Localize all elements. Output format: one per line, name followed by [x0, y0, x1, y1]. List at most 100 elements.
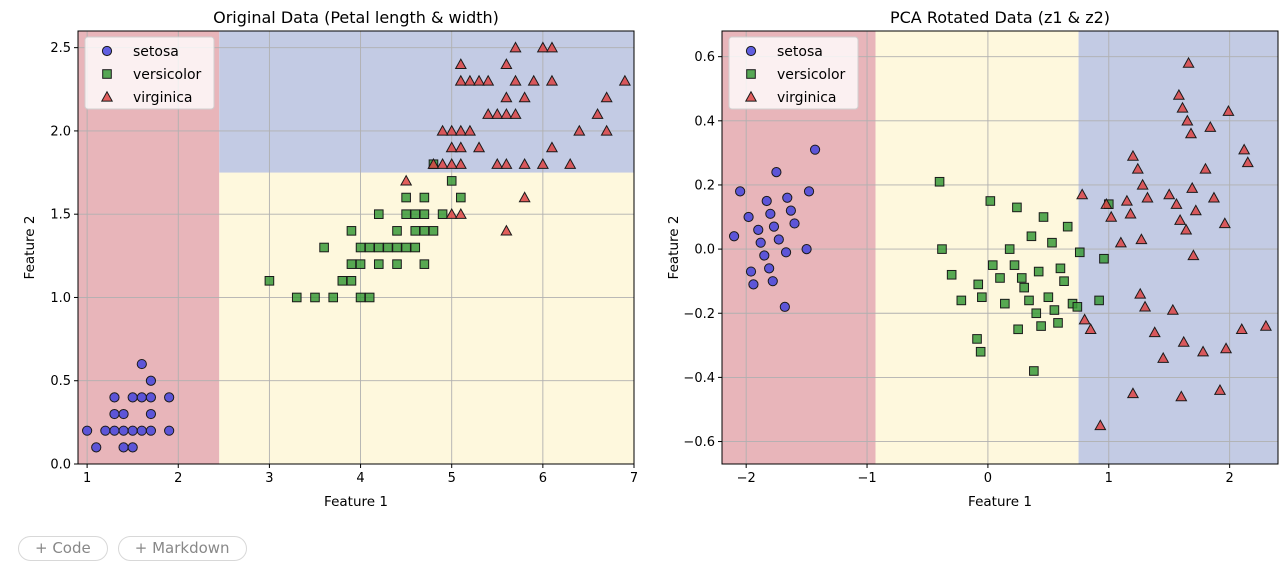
data-point: [346, 259, 357, 269]
data-point: [759, 250, 770, 261]
region-virginica: [219, 31, 634, 173]
data-point: [600, 124, 613, 136]
data-point: [1120, 194, 1133, 206]
series-setosa: [728, 144, 821, 312]
data-point: [392, 242, 402, 253]
data-point: [500, 91, 513, 103]
data-point: [401, 209, 411, 219]
data-point: [771, 167, 782, 178]
data-point: [392, 259, 402, 269]
data-point: [745, 266, 757, 277]
data-point: [400, 174, 413, 186]
data-point: [454, 207, 467, 219]
data-point: [1084, 323, 1097, 334]
data-point: [1197, 345, 1210, 357]
data-point: [1138, 300, 1152, 312]
y-tick-label: 0.4: [694, 114, 715, 129]
data-point: [1131, 162, 1144, 174]
data-point: [748, 279, 759, 290]
y-tick-label: 0.5: [50, 374, 71, 389]
data-point: [743, 211, 754, 223]
data-point: [328, 292, 339, 303]
legend-item-setosa: setosa: [745, 44, 823, 60]
data-point: [101, 45, 113, 57]
data-point: [1072, 302, 1083, 312]
data-point: [1033, 266, 1044, 277]
data-point: [319, 242, 329, 253]
region-virginica: [1078, 31, 1278, 464]
data-point: [436, 124, 449, 136]
data-point: [934, 176, 945, 187]
x-tick-label: 6: [539, 471, 547, 486]
data-point: [145, 392, 157, 403]
data-point: [454, 124, 467, 136]
data-point: [410, 209, 421, 219]
data-point: [1004, 244, 1015, 254]
legend-item-virginica: virginica: [744, 90, 837, 106]
legend: setosa versicolor virginica: [728, 36, 859, 110]
data-point: [136, 425, 147, 436]
x-tick-label: 5: [448, 471, 456, 486]
data-point: [1053, 318, 1063, 328]
x-tick-label: −2: [737, 471, 756, 486]
y-axis-label: Feature 2: [22, 216, 38, 280]
data-point: [1049, 305, 1060, 315]
data-point: [463, 74, 476, 86]
data-point: [956, 295, 967, 306]
data-point: [373, 259, 384, 269]
data-point: [1062, 221, 1073, 232]
points: [82, 41, 631, 453]
data-point: [364, 292, 375, 303]
chart-1: 1 2 3 4 5 6 7 0.0 0.5 1.0 1.5 2.0 2.5 Original Data (…: [22, 8, 638, 510]
data-point: [364, 242, 375, 253]
x-tick-label: 2: [1226, 471, 1234, 486]
data-point: [1126, 387, 1140, 399]
y-tick-label: 0.2: [694, 178, 715, 193]
data-point: [472, 74, 486, 86]
data-point: [118, 408, 129, 420]
data-point: [445, 207, 458, 219]
data-point: [355, 292, 366, 303]
legend-label: setosa: [777, 44, 823, 60]
data-point: [1009, 260, 1020, 270]
data-point: [536, 41, 549, 53]
data-point: [1134, 287, 1147, 299]
data-point: [1166, 303, 1179, 315]
data-point: [1094, 419, 1107, 431]
data-point: [1174, 214, 1187, 225]
data-point: [118, 442, 129, 453]
data-point: [518, 158, 531, 169]
y-tick-label: 1.0: [50, 291, 71, 306]
data-point: [1238, 143, 1251, 155]
data-point: [937, 244, 947, 254]
data-point: [491, 108, 504, 119]
data-point: [445, 158, 458, 169]
data-point: [1016, 273, 1027, 283]
data-point: [401, 242, 411, 253]
data-point: [773, 234, 784, 245]
data-point: [1213, 384, 1227, 395]
data-point: [564, 158, 577, 169]
points: [728, 56, 1272, 431]
data-point: [136, 358, 147, 370]
data-point: [500, 108, 513, 119]
add-markdown-cell-button[interactable]: + Markdown: [117, 536, 247, 561]
data-point: [1157, 351, 1170, 363]
data-point: [500, 224, 513, 236]
legend: setosa versicolor virginica: [84, 36, 215, 110]
legend-box: [84, 36, 215, 110]
axes-frame: [721, 30, 1279, 465]
data-point: [1184, 127, 1198, 139]
data-point: [1029, 366, 1039, 376]
x-tick-label: 1: [83, 471, 91, 486]
data-point: [1099, 253, 1109, 264]
data-point: [789, 218, 800, 229]
add-code-cell-button[interactable]: + Code: [18, 536, 108, 561]
charts-figure: 1 2 3 4 5 6 7 0.0 0.5 1.0 1.5 2.0 2.5 Original Data (…: [22, 8, 1279, 510]
data-point: [1207, 191, 1220, 203]
data-point: [1024, 295, 1034, 306]
chart-2: −2 −1 0 1 2 −0.6 −0.4 −0.2 0.0 0.2 0.4 0.6 PCA Rotat…: [666, 8, 1279, 510]
data-point: [1170, 197, 1183, 209]
series-versicolor: [264, 159, 466, 303]
data-point: [164, 425, 175, 436]
